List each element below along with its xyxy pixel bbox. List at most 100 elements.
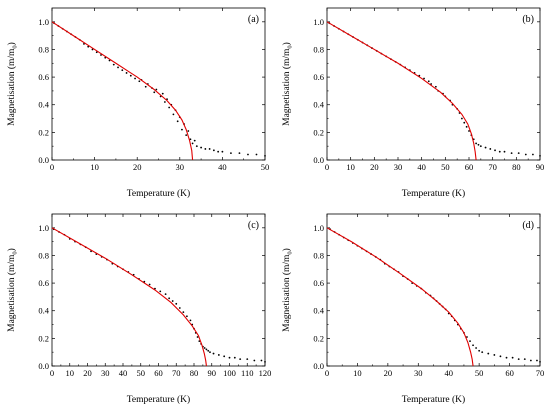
chart-svg-d: 0 10 20 30 40 50 60 70 0.0 0.2 0.4 0.6 0.8 1.0 (d) Temp… [281,213,544,405]
x-tick-label: 20 [133,162,142,172]
data-point [175,302,178,305]
panel-label: (a) [248,14,259,25]
data-point [209,351,211,354]
y-tick-label: 0.6 [313,72,324,82]
y-tick-label: 0.8 [38,250,49,260]
y-axis-title: Magnetisation (m/m0) [281,248,294,332]
data-point [164,293,167,296]
x-axis-title: Temperature (K) [127,394,190,405]
data-point [434,85,437,88]
data-point [195,145,198,148]
data-point [461,117,463,120]
data-point [524,153,527,156]
data-point [186,315,188,318]
data-point [221,150,224,153]
data-point [181,128,183,131]
data-point [189,138,192,141]
fit-curve [326,227,474,367]
y-tick-label: 0.4 [313,306,324,316]
x-tick-label: 30 [176,162,185,172]
data-point [510,152,513,154]
chart-svg-b: 0 10 20 30 40 50 60 70 80 90 0.0 0.2 0.4 0.6 0.8 1.0 (b)… [281,7,545,199]
y-tick-label: 0.0 [38,155,49,165]
data-point [191,142,194,145]
x-tick-label: 40 [119,368,128,378]
x-tick-label: 0 [325,368,329,378]
x-tick-label: 50 [137,368,146,378]
x-tick-label: 60 [465,162,474,172]
panel-label: (d) [522,220,534,231]
data-point [171,300,174,302]
plot-frame [326,213,541,367]
x-tick-label: 40 [444,368,453,378]
data-point [207,349,210,352]
data-point [134,77,136,80]
data-point [182,311,185,314]
x-tick-label: 60 [154,368,163,378]
data-point [493,354,496,356]
y-tick-label: 0.2 [313,127,324,137]
plot-frame [51,7,266,161]
x-tick-label: 70 [172,368,181,378]
data-point [239,358,242,360]
x-axis-title: Temperature (K) [402,394,465,405]
data-point [539,360,541,363]
x-tick-label: 70 [488,162,497,172]
y-tick-label: 1.0 [313,223,324,233]
plot-frame [51,213,266,367]
data-point [168,297,171,300]
data-point [255,153,258,156]
data-point [217,354,220,356]
chart-panel-b: 0 10 20 30 40 50 60 70 80 90 0.0 0.2 0.4 0.6 0.8 1.0 (b)… [275,0,550,206]
x-tick-label: 50 [261,162,270,172]
data-point [203,347,206,349]
x-tick-label: 30 [394,162,403,172]
data-point [200,146,203,149]
x-tick-label: 40 [218,162,227,172]
data-point [172,113,175,116]
data-point [475,142,477,145]
data-point [233,356,236,359]
data-point [469,340,471,343]
x-tick-label: 0 [325,162,329,172]
data-point [505,356,508,359]
data-point [253,359,256,362]
data-point [479,145,482,148]
data-point [468,130,470,132]
y-tick-label: 1.0 [313,17,324,27]
x-tick-label: 20 [370,162,379,172]
data-point [264,360,266,363]
y-axis-title: Magnetisation (m/m0) [6,42,19,126]
data-point [247,153,249,156]
y-tick-label: 0.2 [313,333,324,343]
data-point [217,150,220,153]
data-point [466,336,468,338]
x-axis-title: Temperature (K) [402,188,465,199]
data-point [517,358,520,360]
x-tick-label: 10 [353,368,362,378]
x-tick-label: 110 [241,368,253,378]
y-tick-label: 0.8 [313,44,324,54]
x-tick-label: 30 [101,368,110,378]
data-point [246,358,249,360]
data-point [196,336,199,338]
data-point [484,146,487,149]
data-point [117,66,119,69]
data-point [176,120,179,123]
x-tick-label: 20 [83,368,92,378]
data-point [148,283,151,286]
data-point [465,125,468,128]
data-point [161,92,164,95]
data-point [487,352,490,355]
data-point [125,72,128,74]
data-point [499,355,502,358]
data-point [517,152,520,154]
data-point [472,344,474,347]
chart-svg-c: 0 10 20 30 40 50 60 70 80 90 100 110 120 0.0 0.2 0.4 0.6… [6,213,271,405]
x-tick-label: 90 [536,162,545,172]
data-point [423,77,425,80]
data-point [511,356,514,359]
x-tick-label: 0 [50,162,54,172]
data-point [168,106,171,109]
data-point [529,359,532,362]
